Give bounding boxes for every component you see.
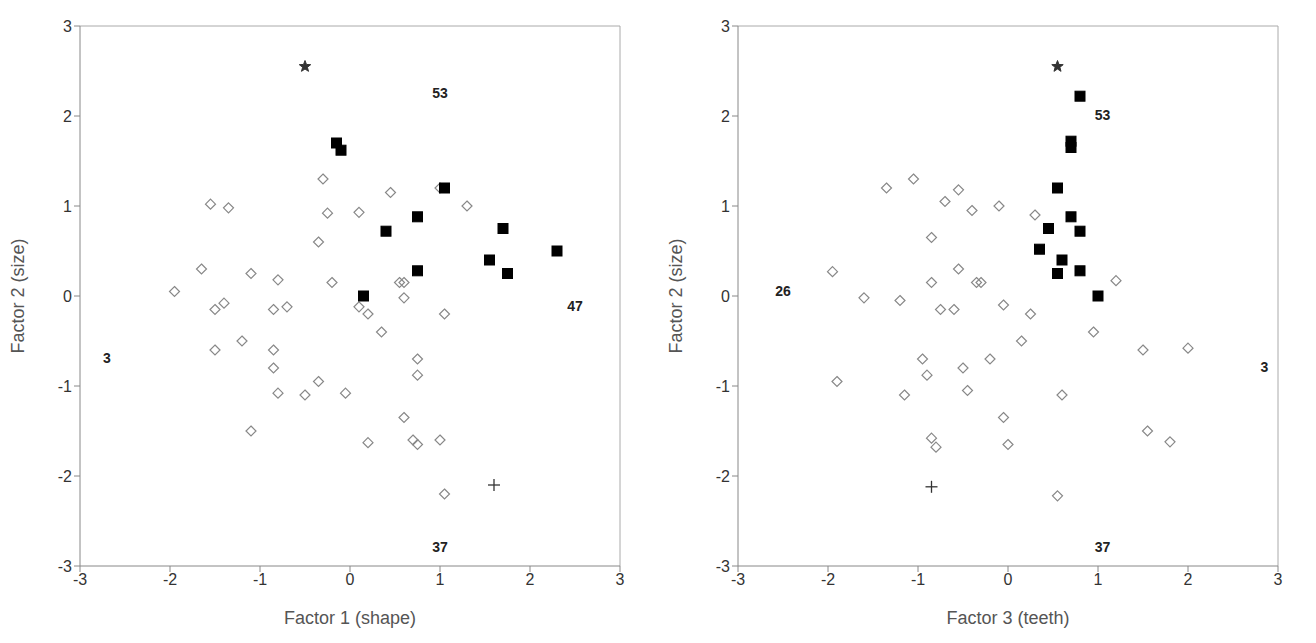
svg-text:-1: -1 [716, 378, 730, 395]
svg-text:-3: -3 [731, 571, 745, 588]
svg-text:Factor 2 (size): Factor 2 (size) [8, 238, 28, 353]
svg-text:0: 0 [63, 288, 72, 305]
svg-text:-3: -3 [716, 558, 730, 575]
svg-text:0: 0 [346, 571, 355, 588]
svg-text:3: 3 [616, 571, 625, 588]
svg-text:Factor 2 (size): Factor 2 (size) [666, 238, 686, 353]
svg-text:-2: -2 [163, 571, 177, 588]
svg-text:53: 53 [432, 85, 448, 101]
svg-text:2: 2 [526, 571, 535, 588]
svg-text:3: 3 [1274, 571, 1283, 588]
svg-text:1: 1 [436, 571, 445, 588]
svg-text:-2: -2 [821, 571, 835, 588]
svg-text:-1: -1 [58, 378, 72, 395]
svg-text:37: 37 [432, 539, 448, 555]
svg-text:1: 1 [721, 198, 730, 215]
svg-text:3: 3 [103, 350, 111, 366]
svg-text:47: 47 [567, 298, 583, 314]
svg-text:0: 0 [721, 288, 730, 305]
svg-text:-3: -3 [73, 571, 87, 588]
svg-text:Factor 1 (shape): Factor 1 (shape) [284, 608, 416, 628]
svg-text:26: 26 [775, 283, 791, 299]
svg-text:3: 3 [1261, 359, 1269, 375]
svg-text:3: 3 [63, 18, 72, 35]
svg-text:-2: -2 [716, 468, 730, 485]
svg-text:Factor 3 (teeth): Factor 3 (teeth) [946, 608, 1069, 628]
svg-text:1: 1 [63, 198, 72, 215]
svg-text:2: 2 [1184, 571, 1193, 588]
svg-text:2: 2 [721, 108, 730, 125]
svg-text:-3: -3 [58, 558, 72, 575]
svg-text:-1: -1 [911, 571, 925, 588]
svg-text:-1: -1 [253, 571, 267, 588]
svg-text:0: 0 [1004, 571, 1013, 588]
svg-text:1: 1 [1094, 571, 1103, 588]
svg-text:2: 2 [63, 108, 72, 125]
svg-text:53: 53 [1095, 107, 1111, 123]
svg-text:3: 3 [721, 18, 730, 35]
svg-text:37: 37 [1095, 539, 1111, 555]
svg-text:-2: -2 [58, 468, 72, 485]
